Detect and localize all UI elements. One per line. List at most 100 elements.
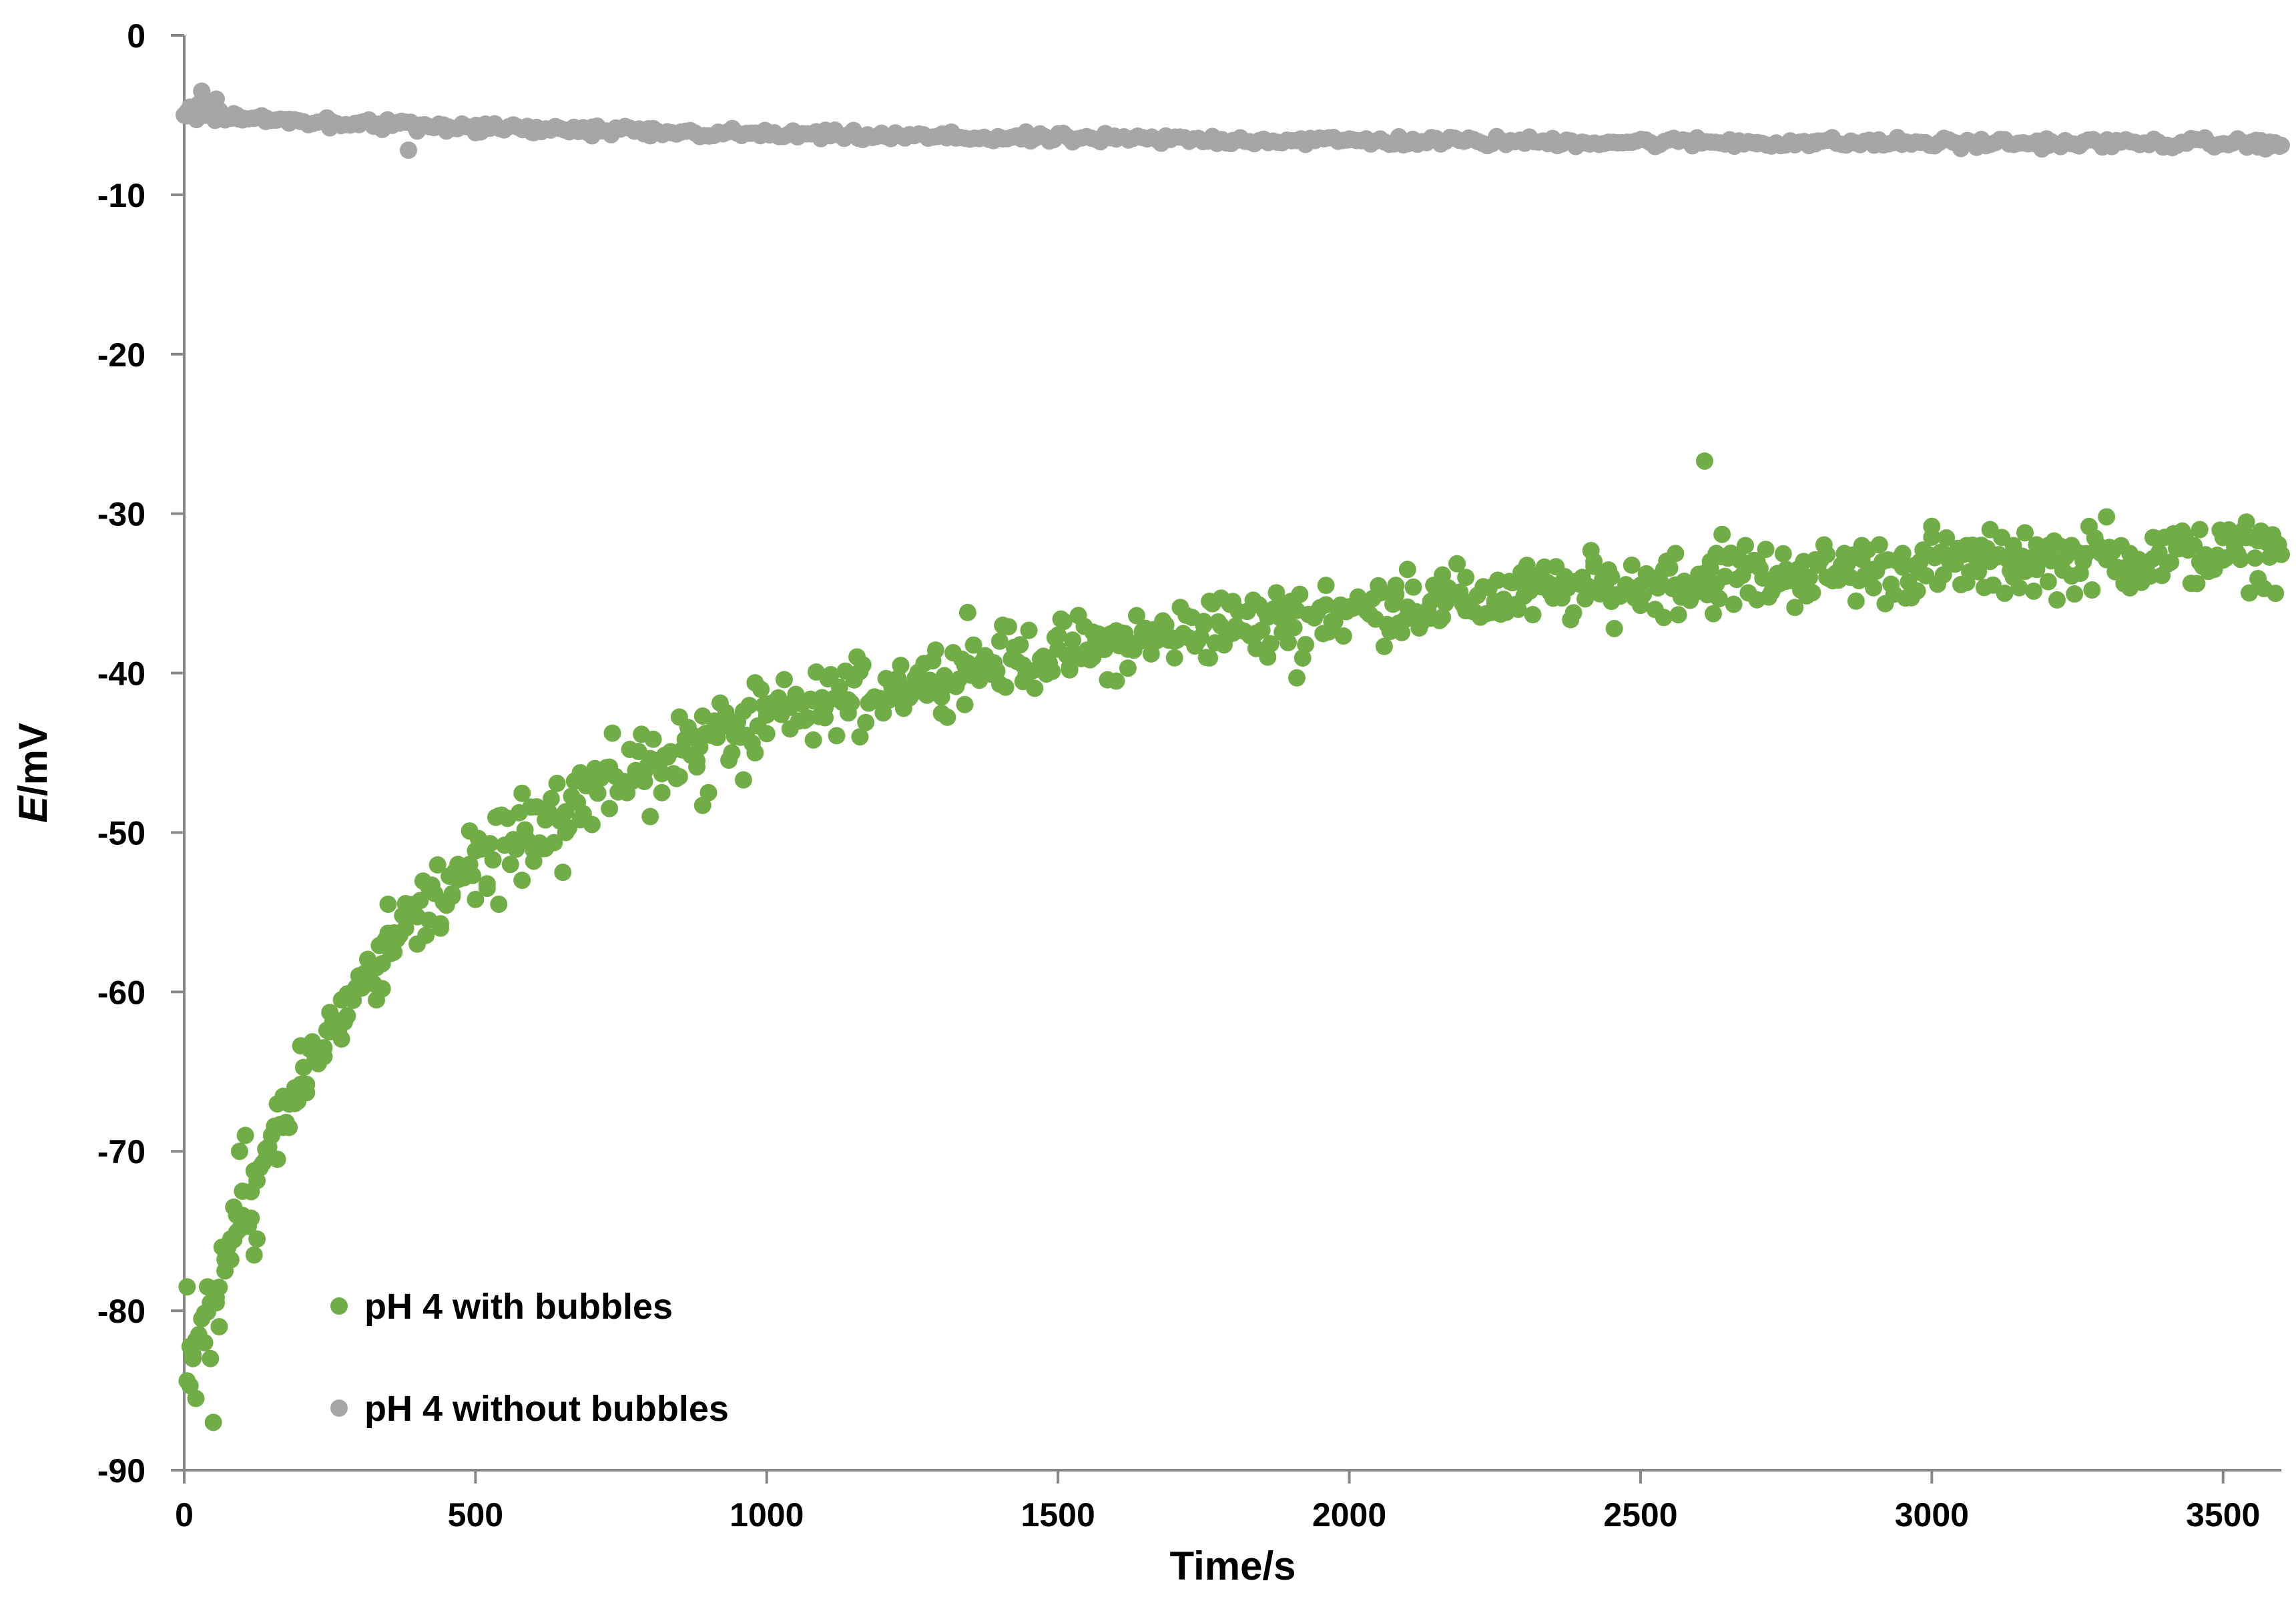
legend: pH 4 with bubbles pH 4 without bubbles [330, 1287, 729, 1429]
data-point [1404, 578, 1422, 596]
data-point [1847, 592, 1865, 610]
data-point [1387, 577, 1405, 595]
data-point [1777, 561, 1795, 579]
data-point [1127, 607, 1145, 625]
legend-marker-with-bubbles [330, 1297, 348, 1315]
x-tick-label: 2000 [1312, 1496, 1386, 1534]
x-tick-label: 0 [175, 1496, 194, 1534]
data-point [1195, 616, 1213, 634]
data-point [1757, 541, 1775, 559]
data-point [1938, 529, 1956, 547]
data-point [915, 672, 933, 690]
data-point [1981, 553, 1999, 571]
data-point [1049, 640, 1067, 658]
data-point [635, 773, 653, 790]
data-point [1806, 135, 1824, 153]
data-point [542, 789, 560, 808]
data-point [1524, 606, 1542, 624]
data-point [1055, 613, 1073, 631]
data-point [1669, 606, 1687, 624]
data-point [1288, 669, 1306, 687]
y-tick-label: -70 [97, 1133, 146, 1171]
data-point [198, 1278, 216, 1296]
data-point [723, 744, 741, 761]
data-point [280, 1118, 298, 1137]
y-tick-label: -30 [97, 496, 146, 533]
data-point [2214, 529, 2232, 547]
data-point [1297, 635, 1315, 653]
data-point [1224, 131, 1241, 149]
data-point [178, 1278, 196, 1296]
data-point [740, 697, 758, 715]
data-point [1011, 636, 1029, 654]
data-point [1573, 133, 1591, 151]
data-point [752, 681, 770, 699]
data-point [484, 851, 502, 869]
y-axis-title: E/mV [11, 723, 55, 823]
data-point [2074, 553, 2092, 571]
data-point [1818, 569, 1836, 587]
data-point [1923, 136, 1941, 154]
data-point [513, 872, 531, 890]
y-axis-title-symbol: E [11, 795, 55, 823]
data-point [2267, 533, 2285, 551]
data-point [437, 122, 455, 140]
data-point [1509, 600, 1527, 618]
data-point [385, 943, 403, 961]
data-point [2098, 136, 2116, 154]
data-point [2098, 508, 2116, 526]
data-point [1623, 556, 1641, 574]
x-ticks: 0 500 1000 1500 2000 2500 3000 3500 [175, 1470, 2260, 1534]
data-point [1201, 649, 1219, 667]
data-point [501, 856, 519, 874]
data-point [1970, 563, 1988, 581]
data-point [2156, 136, 2174, 154]
y-tick-label: -80 [97, 1293, 146, 1330]
data-point [874, 127, 892, 145]
data-point [1422, 593, 1440, 611]
data-point [699, 127, 718, 145]
data-point [2191, 521, 2209, 539]
x-tick-label: 3000 [1895, 1496, 1969, 1534]
data-point [443, 888, 461, 905]
data-point [2167, 529, 2185, 547]
data-point [1294, 649, 1312, 667]
y-tick-label: 0 [127, 17, 146, 55]
data-point [228, 1206, 246, 1224]
data-point [294, 1058, 312, 1076]
series-layer [176, 82, 2290, 1431]
data-point [2066, 585, 2084, 603]
data-point [1710, 590, 1728, 608]
data-point [2025, 582, 2043, 600]
data-point [1434, 608, 1452, 626]
data-point [1690, 565, 1708, 583]
data-point [2188, 575, 2206, 593]
data-point [537, 840, 555, 858]
data-point [193, 1310, 211, 1328]
data-point [851, 728, 869, 746]
data-point [1786, 599, 1804, 617]
data-point [411, 892, 429, 910]
data-point [204, 1413, 222, 1431]
data-point [641, 808, 659, 826]
data-point [1923, 517, 1941, 535]
data-point [2083, 581, 2101, 599]
data-point [1678, 585, 1696, 603]
data-point [373, 980, 391, 998]
data-point [467, 890, 485, 908]
data-point [691, 738, 709, 756]
data-point [1853, 537, 1871, 555]
data-point [1095, 632, 1113, 650]
data-point [1317, 577, 1335, 595]
data-point [1958, 537, 1976, 555]
data-point [1306, 608, 1324, 626]
data-point [1063, 631, 1081, 649]
data-point [2273, 136, 2290, 154]
data-point [196, 1333, 214, 1351]
data-point [432, 919, 450, 937]
data-point [641, 127, 659, 145]
data-point [816, 709, 834, 727]
data-point [362, 959, 380, 977]
data-point [481, 835, 499, 853]
data-point [1457, 569, 1475, 587]
